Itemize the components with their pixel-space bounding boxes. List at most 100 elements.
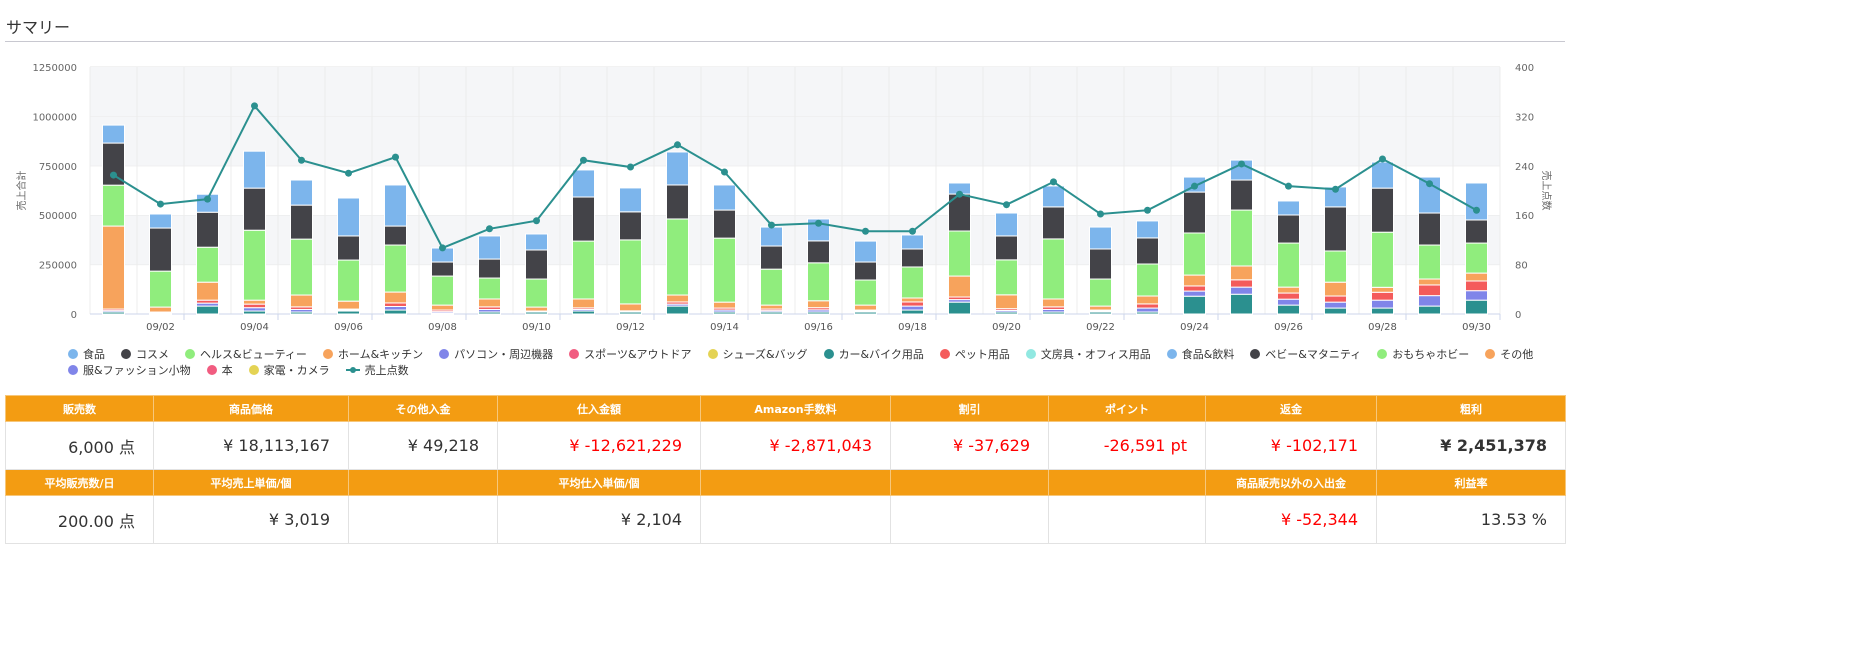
x-tick-label: 09/30 [1462, 322, 1491, 333]
legend-item[interactable]: ベビー&マタニティ [1250, 346, 1361, 362]
sales-count-point [1332, 185, 1339, 193]
legend-label: カー&バイク用品 [838, 348, 924, 361]
bar-segment [995, 235, 1018, 261]
x-tick-label: 09/20 [992, 322, 1021, 333]
bar-segment [1042, 298, 1065, 308]
x-tick-label: 09/22 [1086, 322, 1115, 333]
legend-item[interactable]: 服&ファッション小物 [68, 362, 191, 378]
legend-item[interactable]: ヘルス&ビューティー [185, 346, 307, 362]
column-header [700, 469, 891, 496]
sales-count-point [1191, 182, 1198, 190]
bar-segment [196, 211, 219, 248]
bar-segment [196, 246, 219, 283]
bar-segment [1371, 231, 1394, 288]
bar-segment [854, 240, 877, 263]
bar-segment [995, 259, 1018, 296]
legend-item[interactable]: カー&バイク用品 [823, 346, 924, 362]
bar-segment [478, 298, 501, 308]
legend-item[interactable]: 食品&飲料 [1166, 346, 1235, 362]
bar-segment [243, 299, 266, 305]
bar-segment [1136, 303, 1159, 309]
bar-segment [196, 281, 219, 301]
legend-item[interactable]: ペット用品 [939, 346, 1010, 362]
table-cell: ¥ -2,871,043 [700, 421, 891, 470]
y-axis-title: 売上合計 [15, 171, 28, 211]
legend-label: 食品&飲料 [1181, 348, 1235, 361]
y2-tick-label: 240 [1515, 162, 1534, 173]
x-tick-label: 09/28 [1368, 322, 1397, 333]
bar-segment [995, 212, 1018, 237]
bar-segment [807, 300, 830, 309]
table-cell: 13.53 % [1376, 495, 1566, 544]
column-header: その他入金 [348, 395, 498, 422]
bar-segment [1136, 263, 1159, 297]
legend-item[interactable]: スポーツ&アウトドア [569, 346, 692, 362]
legend-item-line[interactable]: 売上点数 [345, 362, 409, 378]
bar-segment [1418, 305, 1441, 315]
column-header: 商品価格 [153, 395, 349, 422]
bar-segment [1277, 298, 1300, 306]
legend-item[interactable]: 家電・カメラ [248, 362, 330, 378]
legend-label: ペット用品 [954, 348, 1010, 361]
column-header: ポイント [1048, 395, 1206, 422]
x-tick-label: 09/26 [1274, 322, 1303, 333]
page-title: サマリー [6, 18, 71, 37]
chart-legend: 食品 コスメ ヘルス&ビューティー ホーム&キッチン パソコン・周辺機器 スポーツ&アウト… [68, 346, 1608, 378]
bar-segment [1042, 238, 1065, 300]
column-header: Amazon手数料 [700, 395, 891, 422]
bar-segment [102, 124, 125, 144]
legend-item[interactable]: コスメ [121, 346, 169, 362]
bar-segment [1136, 295, 1159, 305]
bar-segment [1042, 185, 1065, 208]
legend-item[interactable]: 本 [206, 362, 233, 378]
bar-segment [431, 304, 454, 311]
bar-segment [901, 305, 924, 311]
column-header: 平均売上単価/個 [153, 469, 349, 496]
x-tick-label: 09/16 [804, 322, 833, 333]
bar-segment [666, 218, 689, 296]
bar-segment [290, 204, 313, 240]
column-header: 粗利 [1376, 395, 1566, 422]
bar-segment [337, 235, 360, 261]
legend-item[interactable]: ホーム&キッチン [322, 346, 423, 362]
bar-segment [713, 209, 736, 239]
sales-count-point [768, 221, 775, 229]
legend-item[interactable]: 食品 [68, 346, 105, 362]
bar-segment [901, 266, 924, 299]
bar-segment [431, 275, 454, 306]
legend-item[interactable]: パソコン・周辺機器 [439, 346, 553, 362]
bar-segment [901, 234, 924, 250]
sales-count-point [580, 156, 587, 164]
legend-label: 文房具・オフィス用品 [1040, 348, 1151, 361]
legend-dot-icon [1166, 349, 1177, 359]
bar-segment [102, 184, 125, 227]
sales-count-point [486, 225, 493, 233]
bar-segment [1465, 290, 1488, 301]
legend-label: その他 [1500, 348, 1534, 361]
sales-count-point [1426, 180, 1433, 188]
title-divider [5, 41, 1565, 42]
table-cell: ¥ -12,621,229 [497, 421, 701, 470]
legend-dot-icon [823, 349, 834, 359]
column-header: 商品販売以外の入出金 [1205, 469, 1377, 496]
table-cell: ¥ -102,171 [1205, 421, 1377, 470]
summary-table: 販売数 商品価格 その他入金 仕入金額 Amazon手数料 割引 ポイント 返金 粗利 6,00… [5, 395, 1566, 544]
legend-dot-icon [1485, 349, 1496, 359]
legend-item[interactable]: シューズ&バッグ [707, 346, 808, 362]
bar-segment [384, 184, 407, 227]
legend-dot-icon [939, 349, 950, 359]
bar-segment [290, 238, 313, 296]
sales-count-point [627, 163, 634, 171]
y2-tick-label: 80 [1515, 261, 1528, 272]
legend-item[interactable]: その他 [1485, 346, 1533, 362]
legend-label: 服&ファッション小物 [83, 364, 191, 377]
legend-item[interactable]: 文房具・オフィス用品 [1025, 346, 1151, 362]
sales-count-point [1473, 206, 1480, 214]
sales-count-point [1238, 160, 1245, 168]
bar-segment [384, 225, 407, 246]
bar-segment [1371, 291, 1394, 301]
y2-axis-title: 売上点数 [1540, 171, 1553, 211]
legend-item[interactable]: おもちゃホビー [1377, 346, 1469, 362]
column-header: 販売数 [5, 395, 154, 422]
x-tick-label: 09/24 [1180, 322, 1209, 333]
